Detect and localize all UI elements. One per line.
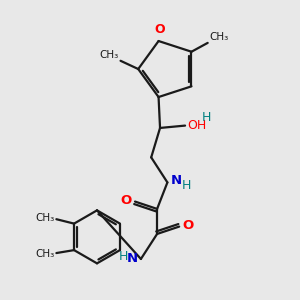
Text: H: H bbox=[118, 250, 128, 263]
Text: CH₃: CH₃ bbox=[35, 213, 55, 223]
Text: H: H bbox=[201, 111, 211, 124]
Text: H: H bbox=[182, 179, 191, 193]
Text: N: N bbox=[127, 253, 138, 266]
Text: OH: OH bbox=[187, 119, 206, 132]
Text: O: O bbox=[182, 219, 194, 232]
Text: CH₃: CH₃ bbox=[209, 32, 228, 42]
Text: O: O bbox=[120, 194, 131, 207]
Text: N: N bbox=[170, 174, 182, 188]
Text: O: O bbox=[155, 23, 165, 36]
Text: CH₃: CH₃ bbox=[35, 249, 55, 259]
Text: CH₃: CH₃ bbox=[100, 50, 119, 60]
